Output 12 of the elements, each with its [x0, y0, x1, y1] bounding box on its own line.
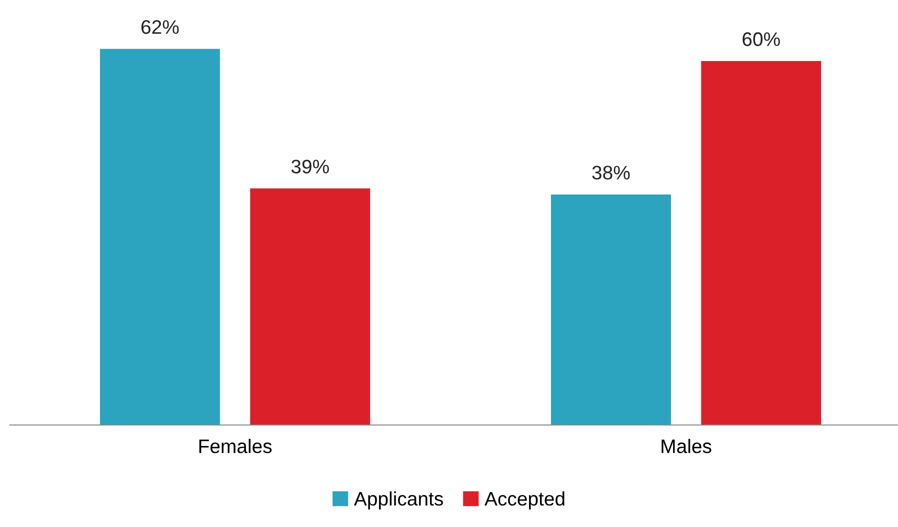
x-tick-label: Females	[199, 438, 272, 454]
legend-label: Applicants	[354, 491, 443, 510]
data-label: 62%	[141, 20, 179, 34]
data-label: 38%	[592, 166, 630, 180]
data-label: 60%	[742, 32, 780, 46]
bar	[250, 188, 370, 425]
data-label: 39%	[291, 160, 329, 174]
legend-label: Accepted	[484, 491, 564, 510]
bar	[701, 61, 822, 425]
bar	[100, 48, 220, 425]
x-tick-label: Males	[662, 438, 712, 454]
bar	[550, 194, 671, 425]
